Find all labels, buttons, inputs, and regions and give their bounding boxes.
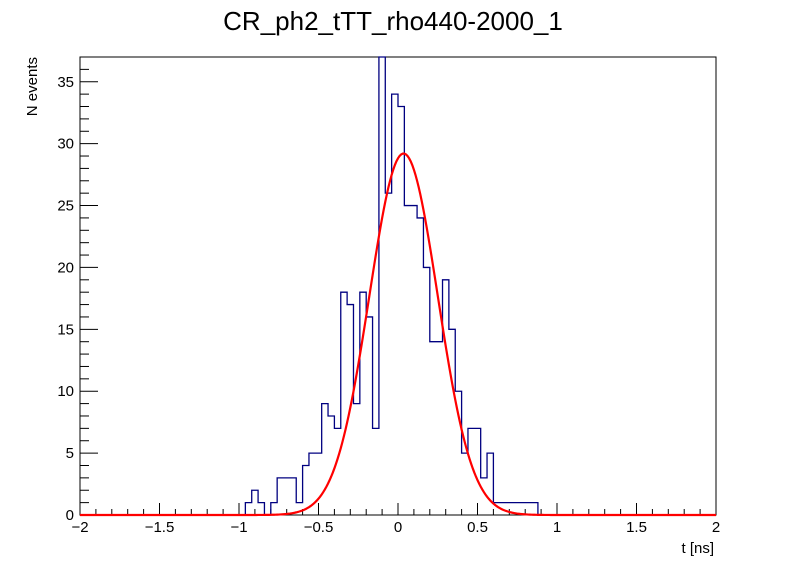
- histogram-bin: [423, 267, 429, 515]
- histogram-bin: [334, 428, 340, 515]
- histogram-bin: [271, 503, 277, 515]
- x-tick-labels: −2 −1.5 −1 −0.5 0 0.5 1 1.5 2: [71, 519, 720, 536]
- histogram-bin: [462, 453, 468, 515]
- x-tick-label: 1: [553, 519, 561, 536]
- histogram-bin: [487, 453, 493, 515]
- histogram-bin: [353, 404, 359, 515]
- x-axis-title: t [ns]: [681, 540, 714, 557]
- histogram-bin: [449, 329, 455, 515]
- y-tick-label: 5: [66, 445, 74, 462]
- histogram-bin: [430, 342, 436, 515]
- histogram-bin: [532, 503, 538, 515]
- histogram-bin: [525, 503, 531, 515]
- y-tick-label: 0: [66, 507, 74, 524]
- histogram-bin: [443, 280, 449, 515]
- x-tick-label: −1.5: [145, 519, 175, 536]
- chart-title: CR_ph2_tTT_rho440-2000_1: [223, 6, 563, 36]
- y-tick-label: 20: [57, 259, 74, 276]
- x-tick-label: 1.5: [626, 519, 647, 536]
- y-tick-label: 30: [57, 136, 74, 153]
- y-tick-label: 10: [57, 383, 74, 400]
- histogram-bin: [245, 503, 251, 515]
- histogram-bin: [404, 206, 410, 515]
- x-tick-label: 2: [712, 519, 720, 536]
- y-tick-label: 35: [57, 74, 74, 91]
- histogram-bin: [341, 292, 347, 515]
- axis-ticks: [79, 56, 717, 516]
- histogram-bin: [290, 478, 296, 515]
- gaussian-fit-curve: [80, 152, 716, 517]
- histogram-bin: [322, 404, 328, 515]
- x-tick-label: −2: [71, 519, 88, 536]
- histogram-bin: [373, 428, 379, 515]
- plot-frame: [79, 56, 717, 516]
- histogram-bin: [392, 94, 398, 515]
- histogram-bin: [385, 193, 391, 515]
- y-tick-label: 25: [57, 198, 74, 215]
- histogram-bin: [277, 478, 283, 515]
- histogram-bin: [379, 57, 385, 515]
- histogram-bin: [411, 206, 417, 515]
- y-tick-labels: 0 5 10 15 20 25 30 35: [57, 74, 74, 524]
- x-tick-label: 0.5: [467, 519, 488, 536]
- plot-area: [79, 56, 717, 517]
- histogram-bin: [258, 503, 264, 515]
- histogram-bin: [474, 428, 480, 515]
- histogram-bin: [417, 218, 423, 515]
- histogram-bin: [328, 416, 334, 515]
- histogram-bin: [398, 107, 404, 515]
- x-tick-label: 0: [394, 519, 402, 536]
- y-tick-label: 15: [57, 321, 74, 338]
- histogram-bin: [366, 317, 372, 515]
- x-tick-label: −0.5: [304, 519, 334, 536]
- y-axis-title: N events: [24, 57, 41, 116]
- x-tick-label: −1: [230, 519, 247, 536]
- histogram-bin: [436, 342, 442, 515]
- histogram-series: [80, 56, 716, 516]
